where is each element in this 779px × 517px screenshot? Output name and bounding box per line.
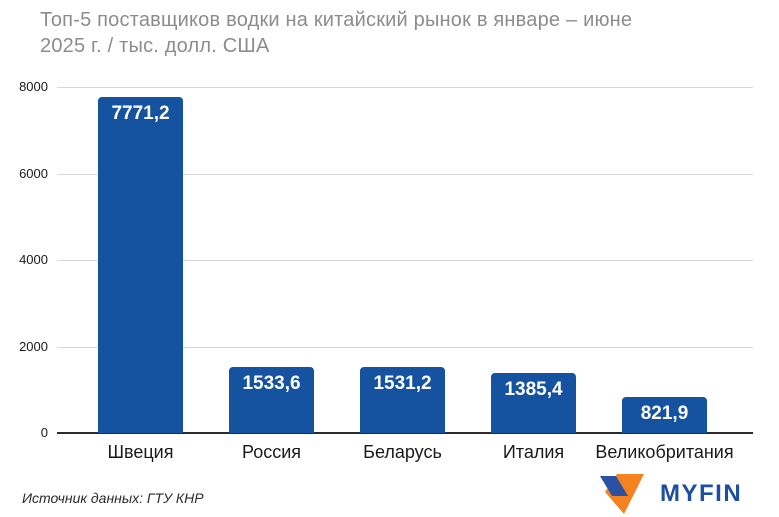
bar: 7771,2 xyxy=(98,96,183,433)
bar-value-label: 7771,2 xyxy=(111,102,170,124)
bar-value-label: 1533,6 xyxy=(242,372,301,394)
x-axis-label: Россия xyxy=(241,442,302,462)
gridline xyxy=(57,346,753,348)
myfin-logo: MYFIN xyxy=(598,473,742,515)
y-tick-label: 6000 xyxy=(19,165,48,181)
y-tick-label: 2000 xyxy=(19,338,48,354)
gridline xyxy=(57,260,753,261)
x-axis-label: Великобритания xyxy=(595,442,734,462)
y-tick-label: 8000 xyxy=(19,79,48,94)
x-axis-label: Швеция xyxy=(107,442,174,462)
x-axis-line xyxy=(57,432,753,434)
y-tick-label: 0 xyxy=(40,425,48,440)
bar: 1385,4 xyxy=(491,373,576,433)
y-tick-label: 4000 xyxy=(19,252,48,267)
gridline xyxy=(57,173,753,175)
myfin-logo-icon xyxy=(600,474,644,514)
bar: 821,9 xyxy=(622,397,707,433)
myfin-logo-text: MYFIN xyxy=(660,480,743,507)
bar-value-label: 821,9 xyxy=(640,403,689,425)
bar-value-label: 1385,4 xyxy=(504,379,563,401)
x-axis-label: Беларусь xyxy=(363,442,442,462)
chart-title: Топ-5 поставщиков водки на китайский рын… xyxy=(40,7,750,59)
gridline xyxy=(57,87,753,88)
bar: 1533,6 xyxy=(229,366,314,433)
chart-title-line2: 2025 г. / тыс. долл. США xyxy=(40,35,270,57)
chart-title-line1: Топ-5 поставщиков водки на китайский рын… xyxy=(40,9,633,31)
x-axis-label: Италия xyxy=(502,442,565,462)
source-note: Источник данных: ГТУ КНР xyxy=(22,490,204,506)
bar-value-label: 1531,2 xyxy=(373,372,432,394)
bar: 1531,2 xyxy=(360,366,445,433)
